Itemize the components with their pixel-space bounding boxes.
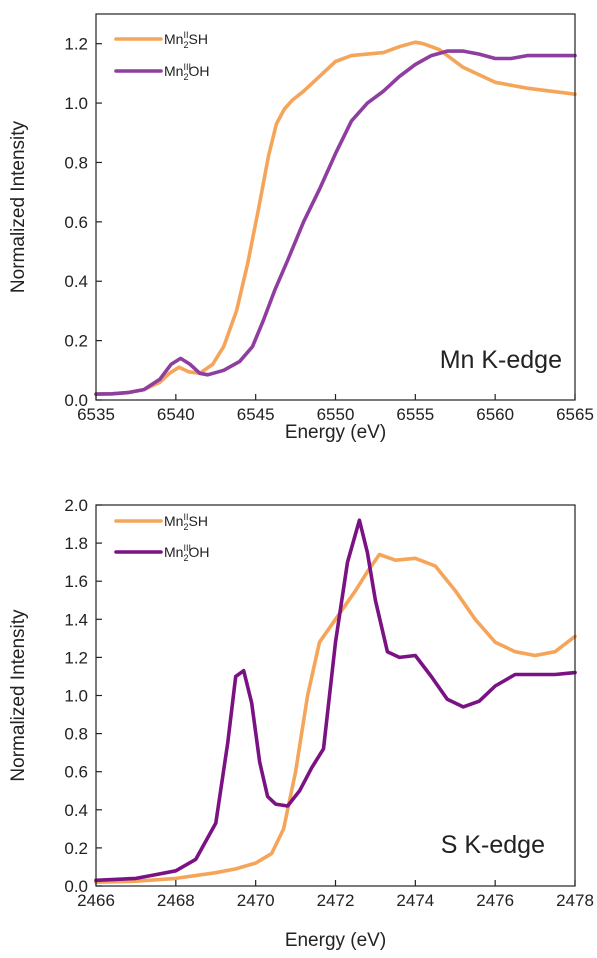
x-tick-label: 2468: [157, 891, 195, 910]
series-line-2: [94, 49, 577, 396]
x-tick-label: 2470: [237, 891, 275, 910]
y-tick-label: 0.0: [64, 877, 88, 896]
x-tick-label: 6535: [77, 405, 115, 424]
y-tick-label: 1.4: [64, 610, 88, 629]
y-tick-label: 0.8: [64, 153, 88, 172]
y-tick-label: 1.8: [64, 534, 88, 553]
series-line-1: [94, 40, 577, 396]
x-tick-label: 6555: [396, 405, 434, 424]
legend-label: MnII 2SH: [164, 30, 208, 50]
y-axis-title: Normalized Intensity: [8, 120, 29, 293]
y-tick-label: 0.4: [64, 801, 88, 820]
chart-panel-1: 6535 6540 6545 6550 6555 6560 6565 0.0 0.2 0.4 0.6…: [8, 13, 594, 443]
y-tick-label: 0.2: [64, 332, 88, 351]
x-tick-label: 2472: [317, 891, 355, 910]
x-tick-label: 6560: [476, 405, 514, 424]
edge-annotation: S K-edge: [441, 831, 545, 859]
y-tick-label: 0.8: [64, 725, 88, 744]
y-tick-label: 1.0: [64, 94, 88, 113]
y-tick-label: 0.6: [64, 763, 88, 782]
y-tick-label: 0.6: [64, 213, 88, 232]
legend: MnII 2SH MnIII 2OH: [114, 512, 209, 563]
y-axis-title: Normalized Intensity: [8, 609, 29, 782]
x-tick-label: 6550: [317, 405, 355, 424]
x-tick-label: 2476: [476, 891, 514, 910]
x-tick-label: 2474: [396, 891, 434, 910]
y-tick-label: 0.2: [64, 839, 88, 858]
y-tick-label: 1.2: [64, 35, 88, 54]
x-tick-label: 6540: [157, 405, 195, 424]
series-line-1: [94, 552, 577, 884]
edge-annotation: Mn K-edge: [440, 346, 562, 374]
x-axis-title: Energy (eV): [285, 422, 386, 443]
x-axis-title: Energy (eV): [285, 930, 386, 951]
legend-label: MnIII 2OH: [164, 543, 209, 563]
y-tick-label: 0.4: [64, 272, 88, 291]
x-tick-label: 2478: [556, 891, 594, 910]
y-tick-label: 2.0: [64, 496, 88, 515]
y-tick-label: 1.6: [64, 572, 88, 591]
y-tick-label: 0.0: [64, 391, 88, 410]
x-tick-label: 6565: [556, 405, 594, 424]
chart-panel-2: 2466 2468 2470 2472 2474 2476 2478 0.0 0.2 0.4 0.6…: [8, 496, 594, 951]
legend: MnII 2SH MnIII 2OH: [114, 30, 209, 82]
plot-frame: [95, 504, 576, 887]
y-tick-label: 1.0: [64, 687, 88, 706]
legend-label: MnII 2SH: [164, 512, 208, 532]
x-tick-label: 2466: [77, 891, 115, 910]
series-line-2: [94, 518, 577, 883]
x-tick-label: 6545: [237, 405, 275, 424]
legend-label: MnIII 2OH: [164, 62, 209, 82]
y-tick-label: 1.2: [64, 648, 88, 667]
